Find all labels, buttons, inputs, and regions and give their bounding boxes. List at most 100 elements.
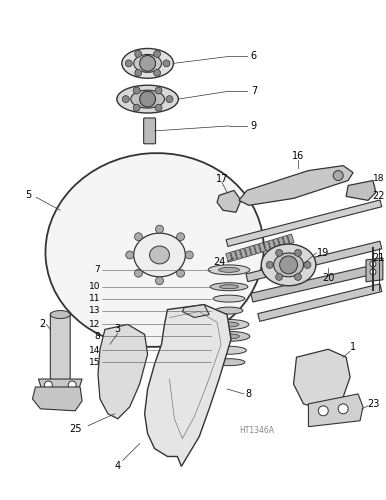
- Ellipse shape: [46, 153, 264, 347]
- Polygon shape: [249, 246, 256, 255]
- Ellipse shape: [213, 358, 245, 366]
- Circle shape: [333, 170, 343, 180]
- Circle shape: [276, 250, 283, 256]
- Circle shape: [135, 70, 142, 76]
- Text: 8: 8: [246, 389, 252, 399]
- Ellipse shape: [219, 322, 239, 327]
- Ellipse shape: [150, 246, 169, 264]
- Ellipse shape: [212, 346, 246, 354]
- Circle shape: [318, 406, 328, 416]
- Polygon shape: [39, 379, 82, 391]
- Polygon shape: [246, 241, 382, 282]
- Polygon shape: [251, 264, 382, 302]
- Text: 16: 16: [292, 150, 305, 160]
- Ellipse shape: [215, 307, 243, 314]
- Text: 22: 22: [372, 192, 385, 202]
- Text: 24: 24: [213, 257, 225, 267]
- Circle shape: [166, 96, 173, 102]
- Text: 6: 6: [251, 52, 257, 62]
- Polygon shape: [145, 304, 231, 466]
- Circle shape: [68, 381, 76, 389]
- Ellipse shape: [274, 253, 303, 277]
- Polygon shape: [258, 284, 382, 322]
- Circle shape: [155, 104, 162, 111]
- Circle shape: [370, 261, 376, 267]
- Circle shape: [44, 381, 52, 389]
- Ellipse shape: [122, 48, 173, 78]
- Polygon shape: [283, 236, 290, 245]
- Ellipse shape: [134, 54, 161, 72]
- Circle shape: [133, 104, 140, 111]
- Text: 14: 14: [89, 346, 100, 355]
- Ellipse shape: [117, 85, 178, 113]
- Polygon shape: [254, 244, 261, 254]
- Polygon shape: [278, 237, 284, 246]
- Ellipse shape: [213, 295, 245, 302]
- Circle shape: [279, 256, 298, 274]
- Text: 3: 3: [115, 324, 121, 334]
- FancyBboxPatch shape: [144, 118, 156, 144]
- Polygon shape: [366, 258, 383, 282]
- Text: 1: 1: [350, 342, 356, 352]
- Ellipse shape: [50, 310, 70, 318]
- Text: 9: 9: [251, 121, 257, 131]
- Circle shape: [156, 277, 164, 284]
- Polygon shape: [245, 247, 251, 256]
- Circle shape: [125, 60, 132, 67]
- Polygon shape: [182, 304, 209, 318]
- Circle shape: [135, 50, 142, 58]
- Ellipse shape: [210, 283, 248, 290]
- Polygon shape: [239, 166, 353, 205]
- Ellipse shape: [208, 265, 250, 275]
- Polygon shape: [217, 190, 241, 212]
- Circle shape: [370, 269, 376, 275]
- Polygon shape: [235, 250, 242, 260]
- Text: 17: 17: [216, 174, 228, 184]
- Circle shape: [276, 274, 283, 280]
- Circle shape: [338, 404, 348, 414]
- Circle shape: [140, 56, 156, 72]
- Circle shape: [134, 269, 142, 277]
- Polygon shape: [273, 238, 280, 248]
- Text: 23: 23: [367, 399, 379, 409]
- Text: 13: 13: [88, 306, 100, 315]
- Text: 12: 12: [89, 320, 100, 329]
- Text: 21: 21: [373, 253, 385, 263]
- Circle shape: [122, 96, 129, 102]
- Ellipse shape: [208, 332, 250, 342]
- Ellipse shape: [209, 320, 249, 330]
- Polygon shape: [293, 350, 350, 411]
- Text: 25: 25: [69, 424, 81, 434]
- Polygon shape: [269, 240, 275, 250]
- Text: 18: 18: [373, 174, 385, 183]
- Circle shape: [304, 262, 311, 268]
- Ellipse shape: [220, 284, 239, 288]
- Circle shape: [266, 262, 273, 268]
- Text: 19: 19: [317, 248, 329, 258]
- Circle shape: [163, 60, 170, 67]
- Text: 15: 15: [88, 358, 100, 366]
- FancyBboxPatch shape: [50, 312, 70, 386]
- Text: 7: 7: [94, 266, 100, 274]
- Ellipse shape: [218, 268, 239, 272]
- Polygon shape: [346, 180, 376, 201]
- Circle shape: [177, 269, 185, 277]
- Polygon shape: [264, 241, 270, 251]
- Circle shape: [154, 70, 161, 76]
- Polygon shape: [259, 242, 266, 252]
- Polygon shape: [240, 248, 247, 258]
- Text: 10: 10: [88, 282, 100, 291]
- Circle shape: [185, 251, 193, 259]
- Circle shape: [295, 250, 301, 256]
- Polygon shape: [98, 324, 147, 419]
- Polygon shape: [226, 200, 382, 246]
- Text: 20: 20: [322, 273, 334, 283]
- Circle shape: [126, 251, 134, 259]
- Circle shape: [156, 225, 164, 233]
- Text: 11: 11: [88, 294, 100, 303]
- Ellipse shape: [218, 334, 239, 339]
- Ellipse shape: [261, 244, 316, 286]
- Circle shape: [295, 274, 301, 280]
- Text: 4: 4: [115, 462, 121, 471]
- Polygon shape: [288, 234, 294, 244]
